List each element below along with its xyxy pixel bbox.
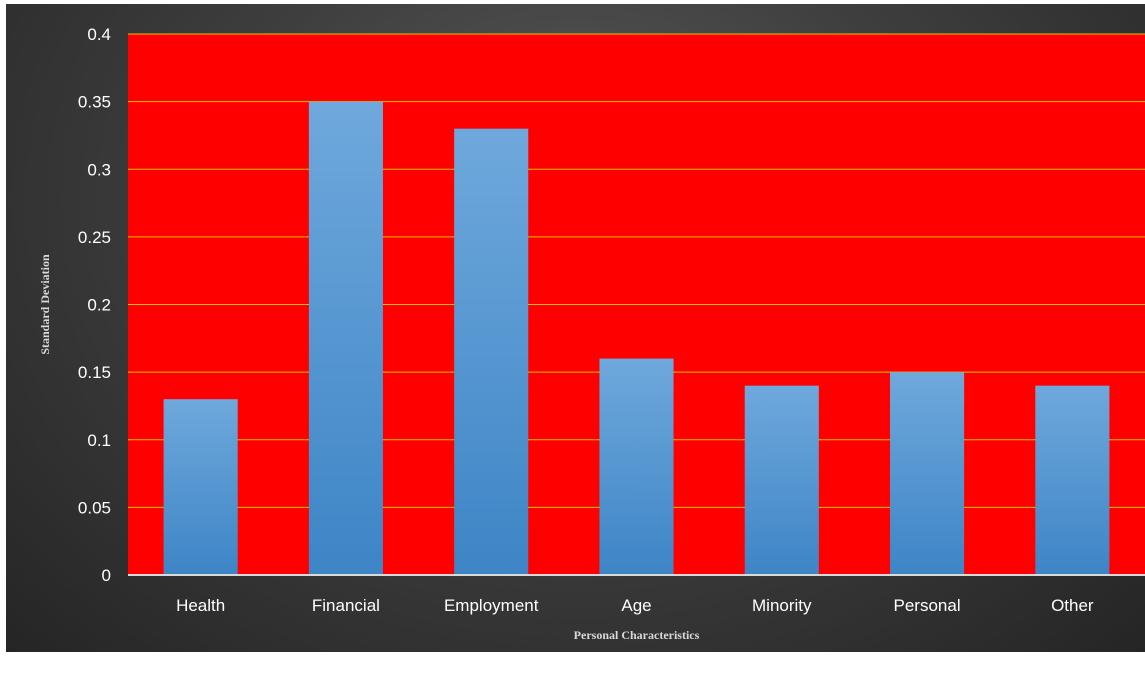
y-tick-label: 0.1 [87,431,111,450]
bar-health [163,399,238,575]
y-tick-label: 0 [102,566,111,585]
bar-financial [308,101,383,575]
y-tick-label: 0.4 [87,25,111,44]
y-tick-label: 0.35 [78,93,111,112]
x-axis-title: Personal Characteristics [574,628,700,642]
x-tick-label: Personal [894,596,961,615]
y-tick-label: 0.05 [78,498,111,517]
y-tick-labels: 0 0.05 0.1 0.15 0.2 0.25 0.3 0.35 0.4 [78,25,111,585]
x-tick-label: Other [1051,596,1094,615]
x-tick-label: Minority [752,596,812,615]
x-tick-label: Health [176,596,225,615]
bars [163,101,1110,576]
y-tick-label: 0.3 [87,160,111,179]
bar-minority [744,385,819,575]
x-tick-label: Employment [444,596,539,615]
bar-chart: 0 0.05 0.1 0.15 0.2 0.25 0.3 0.35 0.4 Health Fina… [38,25,1145,642]
bar-personal [890,372,965,575]
bar-other [1035,385,1110,575]
chart-frame: 0 0.05 0.1 0.15 0.2 0.25 0.3 0.35 0.4 Health Fina… [6,4,1145,652]
x-tick-label: Financial [312,596,380,615]
y-tick-label: 0.2 [87,296,111,315]
y-axis-title: Standard Deviation [38,254,52,355]
bar-employment [454,128,529,576]
y-tick-label: 0.15 [78,363,111,382]
x-tick-labels: Health Financial Employment Age Minority Pers… [176,596,1094,615]
y-tick-label: 0.25 [78,228,111,247]
bar-age [599,358,674,575]
x-tick-label: Age [621,596,651,615]
